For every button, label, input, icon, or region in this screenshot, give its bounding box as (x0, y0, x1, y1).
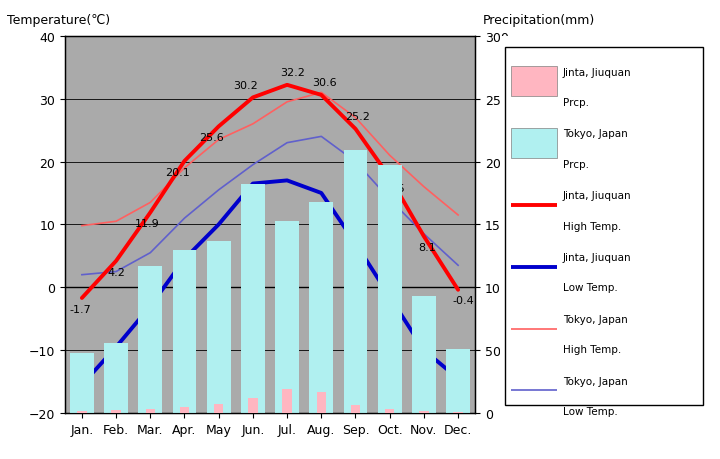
Text: -0.4: -0.4 (452, 296, 474, 306)
Text: Jinta, Jiuquan: Jinta, Jiuquan (563, 67, 631, 78)
Bar (173, 250, 197, 413)
Bar (207, 241, 230, 413)
Bar (446, 349, 470, 413)
FancyBboxPatch shape (505, 48, 703, 406)
Bar (214, 404, 223, 413)
Text: 30.6: 30.6 (312, 78, 337, 88)
Text: 4.2: 4.2 (107, 267, 125, 277)
Text: Tokyo, Japan: Tokyo, Japan (563, 314, 628, 325)
Bar (77, 411, 86, 413)
FancyBboxPatch shape (511, 129, 557, 159)
Text: 8.1: 8.1 (418, 242, 436, 252)
Bar (275, 221, 299, 413)
Bar (70, 353, 94, 413)
Text: 17.5: 17.5 (381, 184, 405, 194)
Bar (241, 185, 265, 413)
Bar (282, 389, 292, 413)
Bar (378, 166, 402, 413)
Bar (412, 297, 436, 413)
Text: Low Temp.: Low Temp. (563, 406, 618, 416)
Text: 30.2: 30.2 (234, 81, 258, 91)
Text: Jinta, Jiuquan: Jinta, Jiuquan (563, 191, 631, 201)
Bar (145, 409, 155, 413)
Bar (419, 411, 428, 413)
Text: High Temp.: High Temp. (563, 221, 621, 231)
Text: Prcp.: Prcp. (563, 159, 589, 169)
Bar (385, 409, 395, 413)
Text: Temperature(℃): Temperature(℃) (7, 14, 110, 27)
Bar (351, 405, 360, 413)
Bar (317, 392, 326, 413)
Text: Low Temp.: Low Temp. (563, 283, 618, 293)
Text: 32.2: 32.2 (280, 68, 305, 78)
Text: Prcp.: Prcp. (563, 98, 589, 107)
Text: High Temp.: High Temp. (563, 345, 621, 354)
Bar (104, 343, 128, 413)
Text: Precipitation(mm): Precipitation(mm) (482, 14, 595, 27)
FancyBboxPatch shape (511, 67, 557, 97)
Text: 20.1: 20.1 (166, 167, 190, 177)
Bar (343, 151, 367, 413)
Bar (112, 411, 121, 413)
Text: -1.7: -1.7 (69, 304, 91, 314)
Bar (310, 202, 333, 413)
Text: 11.9: 11.9 (135, 218, 159, 229)
Bar (248, 398, 258, 413)
Bar (454, 412, 463, 413)
Text: Tokyo, Japan: Tokyo, Japan (563, 129, 628, 139)
Text: 25.2: 25.2 (345, 112, 369, 122)
Text: Tokyo, Japan: Tokyo, Japan (563, 376, 628, 386)
Bar (180, 408, 189, 413)
Text: Jinta, Jiuquan: Jinta, Jiuquan (563, 252, 631, 263)
Bar (138, 266, 162, 413)
Text: 25.6: 25.6 (199, 133, 224, 143)
